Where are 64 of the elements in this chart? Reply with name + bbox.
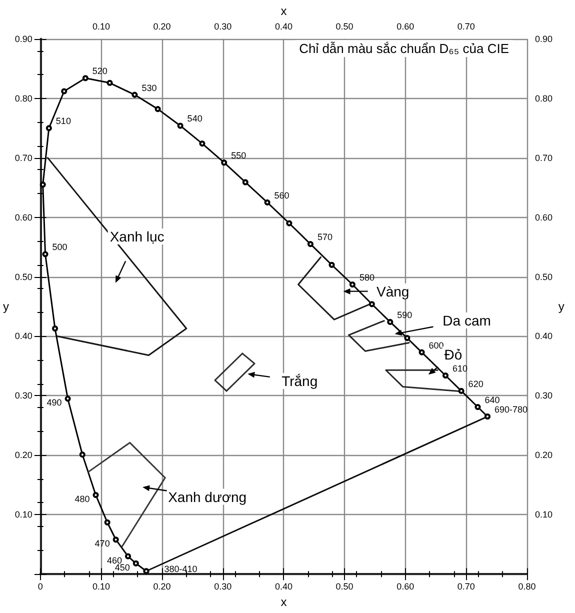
y2-tick-label: 0.60 (535, 212, 553, 222)
y-tick-label: 0.10 (14, 510, 32, 520)
y2-tick-label: 0.50 (535, 272, 553, 282)
annotation: 520 (92, 66, 108, 76)
annotation: 610 (452, 363, 468, 374)
annotation: 640 (484, 395, 500, 405)
x-tick-label: 0.40 (274, 582, 292, 592)
x-axis-title: x (280, 595, 287, 609)
y-tick-label: 0.90 (14, 34, 32, 44)
y2-tick-label: 0.30 (535, 390, 553, 401)
annotation: 540 (187, 114, 202, 124)
y-axis-title: y (3, 300, 9, 314)
x-tick-label: 0.50 (336, 582, 354, 592)
annotation: Xanh lục (110, 228, 164, 244)
y2-tick-label: 0.70 (535, 152, 553, 163)
annotation: 490 (46, 398, 62, 408)
x2-tick-label: 0.10 (92, 21, 110, 32)
x-tick-label: 0.70 (457, 582, 475, 592)
annotation: 380-410 (164, 564, 198, 574)
annotation: 590 (397, 310, 412, 320)
annotation: 530 (142, 82, 157, 93)
annotation: 500 (52, 242, 68, 252)
y2-axis-title: y (558, 300, 564, 314)
y-tick-label: 0.20 (14, 450, 32, 460)
annotation: 550 (231, 150, 246, 161)
y2-tick-label: 0.80 (535, 93, 553, 104)
annotation: 580 (359, 272, 374, 282)
y2-tick-label: 0.90 (535, 34, 553, 44)
y2-tick-label: 0.20 (535, 450, 553, 460)
x-tick-label: 0 (38, 582, 43, 592)
y-tick-label: 0.80 (14, 93, 32, 104)
y-tick-label: 0.60 (14, 212, 32, 222)
annotation: Đỏ (444, 346, 462, 363)
x2-tick-label: 0.40 (274, 21, 292, 32)
annotation: Vàng (376, 283, 410, 300)
x2-tick-label: 0.50 (336, 21, 354, 32)
annotation: 600 (428, 340, 444, 350)
chart-title: Chỉ dẫn màu sắc chuẩn D₆₅ của CIE (299, 41, 510, 56)
annotation: 620 (468, 378, 484, 389)
annotation: Xanh dương (168, 488, 247, 505)
annotation: 470 (94, 538, 110, 549)
x-tick-label: 0.20 (153, 582, 171, 592)
x2-axis-title: x (280, 4, 287, 18)
y-tick-label: 0.70 (14, 152, 32, 163)
x-tick-label: 0.60 (396, 582, 414, 592)
x2-tick-label: 0.70 (457, 21, 475, 32)
y-tick-label: 0.40 (14, 331, 32, 342)
y2-tick-label: 0.10 (535, 510, 553, 520)
x2-tick-label: 0.20 (153, 21, 171, 32)
y-tick-label: 0.30 (14, 390, 32, 401)
annotation: 510 (56, 116, 71, 126)
annotation: 690-780 (494, 404, 528, 415)
y-tick-label: 0.50 (14, 272, 32, 282)
annotation: 570 (317, 232, 332, 242)
annotation: 480 (74, 494, 90, 504)
x-tick-label: 0.80 (518, 582, 536, 592)
x-tick-label: 0.30 (214, 582, 232, 592)
annotation: Da cam (442, 312, 491, 328)
annotation: Trắng (282, 373, 318, 390)
x2-tick-label: 0.60 (396, 21, 414, 32)
annotation: 560 (274, 190, 290, 200)
y2-tick-label: 0.40 (535, 331, 553, 342)
x-tick-label: 0.10 (92, 582, 110, 592)
x2-tick-label: 0.30 (214, 21, 232, 32)
